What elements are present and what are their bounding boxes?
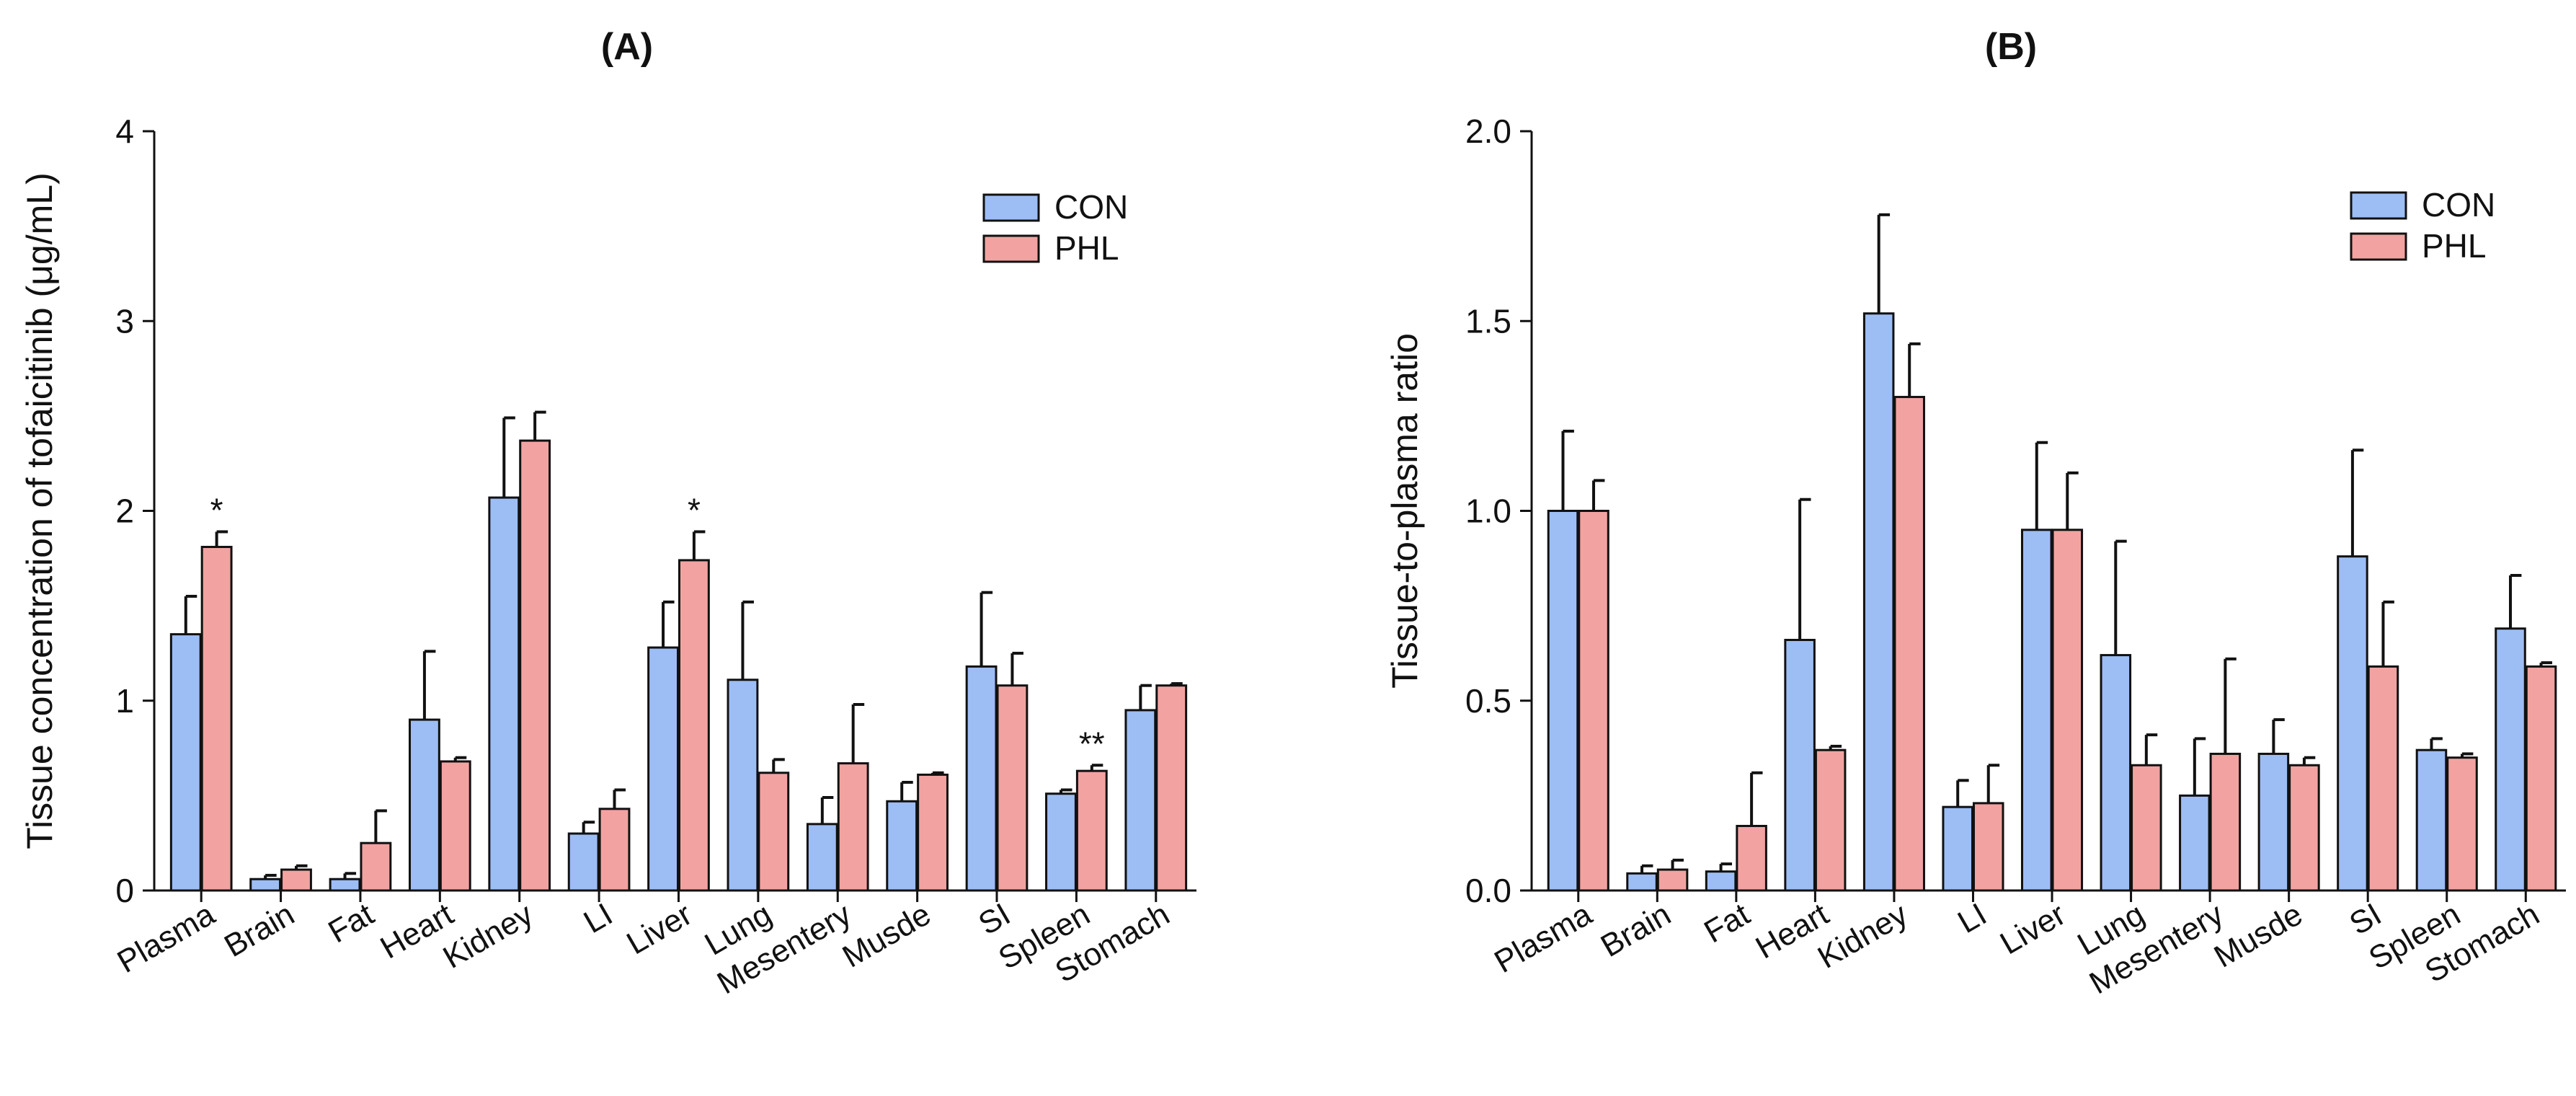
y-axis-label: Tissue concentration of tofaicitinib (μg… [19,172,60,849]
x-tick-label: Brain [1595,896,1676,964]
y-tick-label: 0 [115,872,134,909]
x-tick-label: LI [1952,896,1992,940]
bar-phl-lung [758,772,790,892]
bar-phl-stomach [2525,665,2557,892]
bar-phl-liver [678,559,710,892]
y-tick-label: 2 [115,492,134,530]
y-tick-label: 0.5 [1465,682,1511,720]
bar-con-stomach [1124,709,1157,892]
bar-con-li [567,832,600,892]
y-tick-label: 0.0 [1465,872,1511,909]
bar-phl-fat [360,841,392,892]
legend-label-con: CON [2422,186,2495,224]
bar-phl-kidney [1893,396,1925,892]
y-tick-label: 1 [115,682,134,720]
legend-swatch-con [982,193,1040,222]
bar-con-stomach [2495,627,2526,892]
bar-phl-plasma [200,546,233,892]
x-tick-label: Liver [1994,896,2071,961]
legend-label-phl: PHL [2422,227,2486,265]
bar-phl-plasma [1578,510,1609,892]
bar-con-lung [727,679,759,892]
bar-con-spleen [1045,792,1077,892]
bar-con-kidney [1862,312,1895,892]
bar-con-brain [1626,872,1658,892]
bar-phl-brain [1656,868,1689,892]
x-tick-label: Musde [2208,896,2309,974]
y-tick-label: 1.0 [1465,492,1511,530]
legend-swatch-con [2350,191,2407,220]
bar-phl-spleen [2446,756,2478,892]
significance-marker: * [688,491,701,529]
bar-con-mesentery [2179,794,2211,892]
x-tick-label: Kidney [438,896,539,976]
legend-label-phl: PHL [1054,229,1119,267]
bar-phl-li [598,808,631,892]
bar-con-plasma [1547,510,1579,892]
bar-phl-li [1972,802,2004,892]
chart-panel-b: (B) Tissue-to-plasma ratio 0.0 0.5 1.0 1.5 2.0… [1385,26,2566,1001]
bar-con-li [1942,805,1973,892]
bar-con-fat [329,878,361,892]
bar-phl-musde [917,773,949,892]
bar-phl-si [2367,665,2399,892]
bar-phl-musde [2288,764,2320,892]
bar-con-lung [2100,654,2132,892]
bar-phl-spleen [1075,769,1108,892]
chart-title: (B) [1985,26,2037,68]
bar-con-musde [886,800,918,892]
y-tick-label: 3 [115,302,134,340]
bar-phl-fat [1736,824,1767,892]
x-tick-label: Kidney [1812,896,1914,976]
bar-phl-stomach [1155,684,1188,892]
bar-con-spleen [2415,748,2448,892]
bar-phl-heart [439,760,471,892]
bar-phl-heart [1814,748,1847,892]
bar-phl-brain [280,868,312,892]
x-tick-label: Fat [322,896,380,950]
bar-con-kidney [488,496,520,892]
y-axis-label: Tissue-to-plasma ratio [1385,333,1425,689]
bar-con-si [965,665,998,892]
bar-con-musde [2257,752,2290,892]
y-tick-label: 4 [115,112,134,150]
bar-con-liver [647,646,679,892]
bar-phl-lung [2131,764,2162,892]
bar-con-si [2337,555,2368,892]
chart-title: (A) [601,26,653,68]
bar-con-plasma [169,633,202,892]
legend-swatch-phl [2350,232,2407,261]
x-tick-label: LI [578,896,618,940]
bar-con-heart [408,718,440,892]
bar-con-fat [1705,870,1737,892]
significance-marker: * [210,491,223,529]
y-tick-label: 2.0 [1465,112,1511,150]
bar-phl-mesentery [2209,752,2242,892]
x-tick-label: Musde [837,896,937,974]
chart-panel-a: (A) Tissue concentration of tofaicitinib … [19,26,1196,1001]
bar-con-mesentery [806,823,838,892]
bar-con-liver [2020,529,2053,892]
x-tick-label: Brain [218,896,300,964]
bar-phl-liver [2051,529,2084,892]
bar-phl-kidney [519,439,551,892]
bar-con-heart [1784,639,1816,892]
x-tick-label: Liver [621,896,698,961]
x-tick-label: Fat [1698,896,1756,950]
bar-phl-si [996,684,1029,892]
legend-label-con: CON [1054,188,1128,226]
legend-swatch-phl [982,234,1040,263]
y-tick-label: 1.5 [1465,302,1511,340]
bar-con-brain [249,878,282,892]
bar-phl-mesentery [837,762,869,892]
significance-marker: ** [1079,725,1105,762]
